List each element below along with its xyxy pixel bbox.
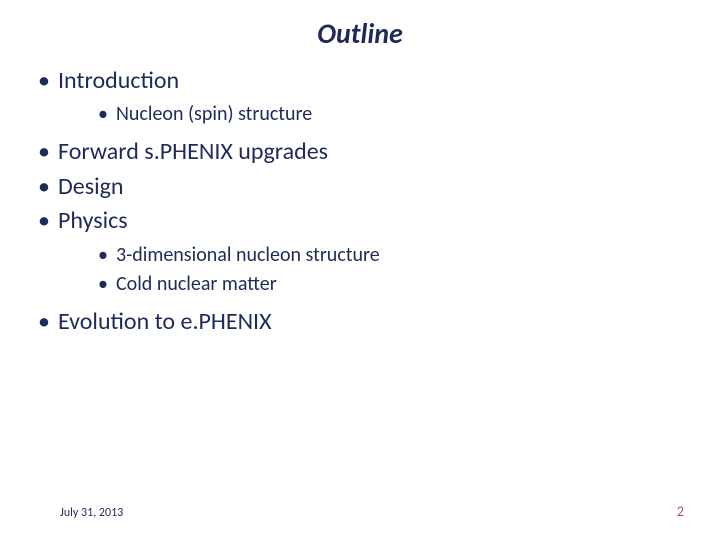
list-item-label: Physics bbox=[58, 206, 128, 235]
sub-list: 3-dimensional nucleon structure Cold nuc… bbox=[58, 242, 684, 298]
list-item-label: Cold nuclear matter bbox=[116, 272, 277, 296]
outline-list: Introduction Nucleon (spin) structure Fo… bbox=[36, 65, 684, 338]
list-item: 3-dimensional nucleon structure bbox=[98, 242, 684, 269]
slide-title: Outline bbox=[36, 16, 684, 51]
list-item: Nucleon (spin) structure bbox=[98, 101, 684, 128]
list-item-label: Design bbox=[58, 172, 124, 201]
list-item-label: Nucleon (spin) structure bbox=[116, 102, 312, 126]
footer-date: July 31, 2013 bbox=[60, 506, 123, 520]
sub-list: Nucleon (spin) structure bbox=[58, 101, 684, 128]
footer-page-number: 2 bbox=[677, 503, 684, 520]
list-item-label: Evolution to e.PHENIX bbox=[58, 307, 272, 336]
list-item-label: Introduction bbox=[58, 66, 179, 95]
list-item: Physics 3-dimensional nucleon structure … bbox=[36, 205, 684, 297]
list-item: Introduction Nucleon (spin) structure bbox=[36, 65, 684, 128]
list-item: Evolution to e.PHENIX bbox=[36, 306, 684, 338]
slide: Outline Introduction Nucleon (spin) stru… bbox=[0, 0, 720, 540]
list-item-label: Forward s.PHENIX upgrades bbox=[58, 137, 328, 166]
list-item: Forward s.PHENIX upgrades bbox=[36, 136, 684, 168]
list-item: Design bbox=[36, 171, 684, 203]
list-item-label: 3-dimensional nucleon structure bbox=[116, 243, 380, 267]
list-item: Cold nuclear matter bbox=[98, 271, 684, 298]
